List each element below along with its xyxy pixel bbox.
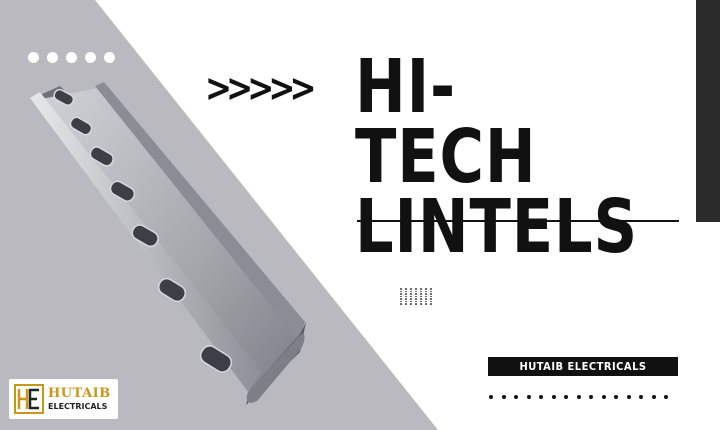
right-edge-bar [696,0,720,222]
dot-grid-decoration [400,288,434,305]
logo-name: HUTAIB [48,386,111,401]
dotted-line-decoration [489,395,668,399]
logo-subtitle: ELECTRICALS [48,402,108,411]
chevron-arrows: >>>>> [205,66,317,110]
company-logo: HUTAIB ELECTRICALS [9,379,118,419]
company-tag: HUTAIB ELECTRICALS [488,357,678,376]
headline-line-1: HI-TECH [355,44,537,200]
headline-underline [357,220,679,222]
he-monogram-icon [14,384,44,414]
white-dots-decoration [28,52,115,63]
headline: HI-TECH LINTELS [355,44,638,270]
headline-line-2: LINTELS [355,184,638,270]
